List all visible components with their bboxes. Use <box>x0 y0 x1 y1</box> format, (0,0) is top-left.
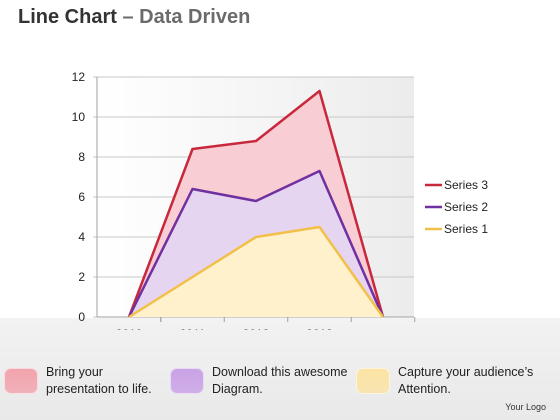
y-tick-label: 0 <box>78 310 85 324</box>
legend-label: Series 2 <box>444 200 488 214</box>
caption-2-swatch <box>170 368 204 394</box>
area-series-1 <box>129 227 383 317</box>
caption-1-swatch <box>4 368 38 394</box>
caption-1: Bring your presentation to life. <box>4 364 152 404</box>
line-series-2 <box>127 169 385 318</box>
title-subtitle: – Data Driven <box>122 6 251 28</box>
y-tick-label: 4 <box>78 230 85 244</box>
page-title: Line Chart – Data Driven <box>18 6 250 29</box>
caption-3-text: Capture your audience’s Attention. <box>398 365 534 396</box>
caption-2-text: Download this awesome Diagram. <box>212 365 348 396</box>
caption-2: Download this awesome Diagram. <box>170 364 348 404</box>
footer-logo: Your Logo <box>505 402 546 412</box>
caption-3: Capture your audience’s Attention. <box>356 364 533 404</box>
line-series-3 <box>127 89 385 318</box>
x-tick-label: 2011 <box>180 327 206 330</box>
legend-label: Series 1 <box>444 222 488 236</box>
y-tick-label: 2 <box>78 270 85 284</box>
legend-label: Series 3 <box>444 178 488 192</box>
caption-3-swatch <box>356 368 390 394</box>
caption-1-text: Bring your presentation to life. <box>46 365 152 396</box>
x-tick-label: 2013 <box>306 327 333 330</box>
x-tick-label: 2012 <box>243 327 270 330</box>
y-tick-label: 10 <box>72 110 86 124</box>
line-chart: 0 2 4 6 8 10 12 2010 2011 2012 2013 Series 3 Series … <box>72 70 489 330</box>
x-tick-label: 2010 <box>116 327 143 330</box>
line-series-1 <box>128 225 385 319</box>
y-tick-label: 6 <box>78 190 85 204</box>
title-main: Line Chart <box>18 6 117 28</box>
bottom-band <box>0 318 560 420</box>
y-tick-label: 8 <box>78 150 85 164</box>
y-tick-label: 12 <box>72 70 86 84</box>
